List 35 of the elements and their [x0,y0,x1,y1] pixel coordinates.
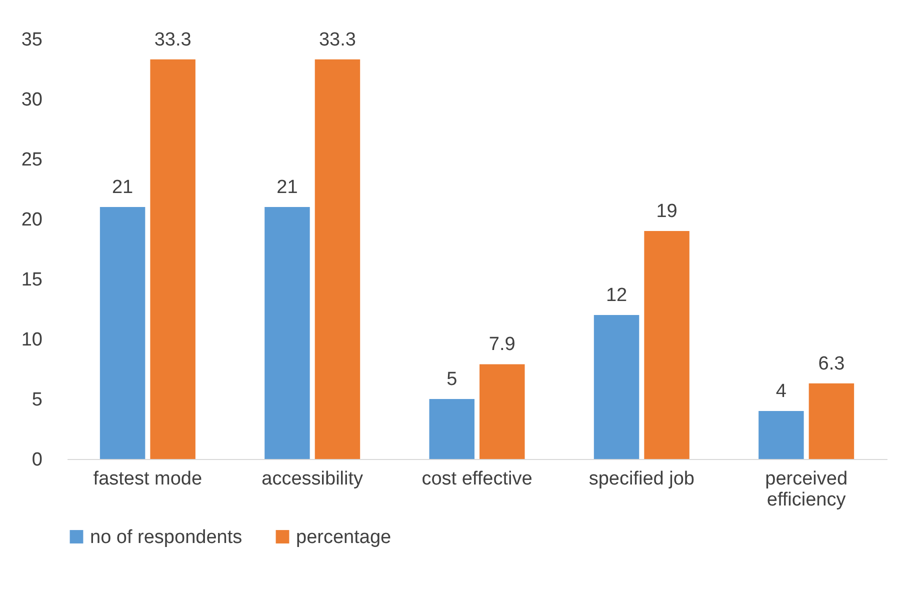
x-tick-label: specified job [588,468,694,490]
legend-label: percentage [296,526,392,548]
bar [264,207,310,459]
y-tick-label: 5 [32,390,42,410]
y-tick-label: 15 [21,270,42,290]
y-tick-label: 10 [21,330,42,350]
bar [429,399,474,459]
bar [594,315,640,459]
y-tick-label: 25 [21,150,42,170]
data-label: 19 [656,201,678,222]
x-tick-label: perceived efficiency [765,468,848,510]
x-tick-label: accessibility [262,468,364,490]
y-tick-label: 30 [21,90,42,110]
bar [808,383,854,459]
data-label: 12 [606,285,628,306]
data-label: 7.9 [488,334,516,356]
y-tick-label: 20 [21,210,42,230]
legend-label: no of respondents [90,526,242,548]
bar [480,364,525,459]
bar [314,59,360,459]
bar [100,207,146,459]
data-label: 6.3 [818,353,845,374]
data-label: 33.3 [154,29,192,50]
data-label: 5 [446,369,458,390]
data-label: 21 [112,177,134,198]
bar [644,231,690,459]
bar [758,411,804,459]
data-label: 21 [276,177,298,198]
data-label: 33.3 [318,29,356,50]
y-tick-label: 35 [21,30,42,50]
y-tick-label: 0 [32,450,42,470]
x-tick-label: fastest mode [93,468,202,490]
bar [150,59,196,459]
data-label: 4 [776,381,787,402]
x-tick-label: cost effective [422,468,532,490]
